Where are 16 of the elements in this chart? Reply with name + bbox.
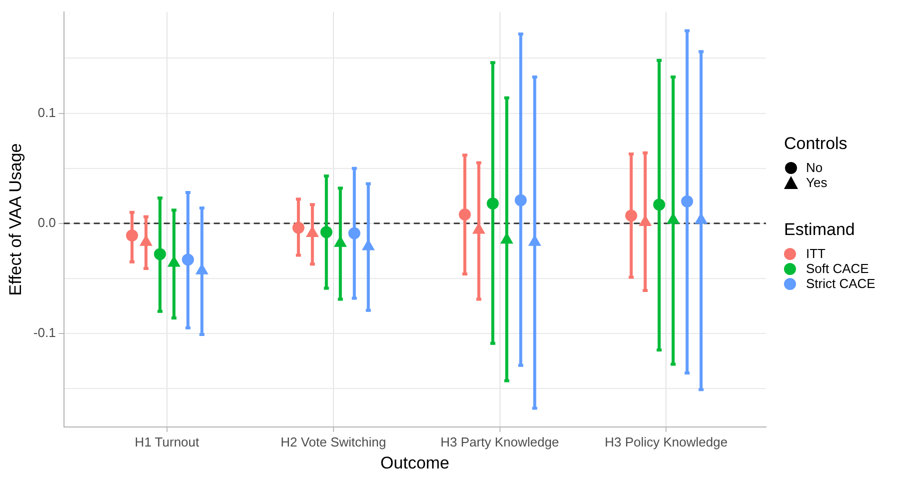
legend-label: Strict CACE — [806, 276, 876, 291]
text: Controls — [784, 134, 848, 154]
y-tick-label: 0.0 — [38, 214, 56, 230]
legend-label: Soft CACE — [806, 261, 869, 276]
x-tick-label: H3 Policy Knowledge — [604, 434, 728, 450]
x-tick-label: H1 Turnout — [134, 434, 200, 450]
y-axis-title: Effect of VAA Usage — [6, 143, 25, 296]
x-tick-label: H2 Vote Switching — [280, 434, 386, 450]
y-tick-label: -0.1 — [33, 325, 56, 340]
text: Yes — [806, 175, 828, 190]
x-tick-label: H3 Party Knowledge — [440, 434, 560, 450]
x-axis-title: Outcome — [380, 453, 450, 472]
legend-label: ITT — [806, 246, 826, 261]
text: No — [806, 160, 823, 175]
y-tick-label: 0.1 — [38, 104, 56, 120]
legend-title: Estimand — [784, 220, 856, 240]
